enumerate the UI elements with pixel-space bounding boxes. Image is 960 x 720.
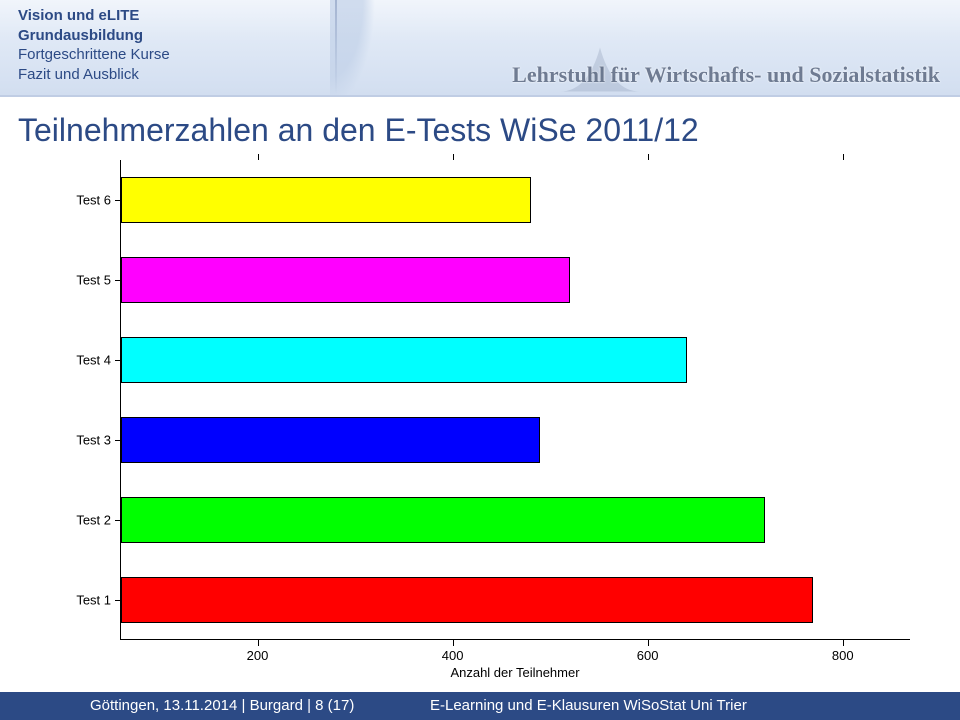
page-title: Teilnehmerzahlen an den E-Tests WiSe 201… bbox=[18, 112, 699, 149]
nav-list: Vision und eLITEGrundausbildungFortgesch… bbox=[18, 6, 170, 84]
y-category-label: Test 1 bbox=[61, 593, 111, 608]
x-tick bbox=[843, 640, 844, 646]
chair-label: Lehrstuhl für Wirtschafts- und Sozialsta… bbox=[512, 62, 940, 88]
footer-bar: Göttingen, 13.11.2014 | Burgard | 8 (17)… bbox=[0, 692, 960, 720]
x-tick bbox=[258, 640, 259, 646]
x-tick-label: 800 bbox=[832, 648, 854, 663]
top-banner: Vision und eLITEGrundausbildungFortgesch… bbox=[0, 0, 960, 97]
nav-item: Vision und eLITE bbox=[18, 6, 170, 26]
bar bbox=[121, 177, 531, 223]
footer-left: Göttingen, 13.11.2014 | Burgard | 8 (17) bbox=[90, 692, 354, 720]
bar bbox=[121, 337, 687, 383]
bar bbox=[121, 257, 570, 303]
x-tick-top bbox=[843, 154, 844, 160]
y-category-label: Test 4 bbox=[61, 353, 111, 368]
banner-divider bbox=[335, 0, 337, 95]
x-tick bbox=[648, 640, 649, 646]
y-category-label: Test 3 bbox=[61, 433, 111, 448]
x-tick bbox=[453, 640, 454, 646]
footer-right: E-Learning und E-Klausuren WiSoStat Uni … bbox=[430, 692, 747, 720]
x-tick-label: 200 bbox=[247, 648, 269, 663]
nav-item: Fazit und Ausblick bbox=[18, 65, 170, 85]
x-tick-top bbox=[453, 154, 454, 160]
y-category-label: Test 2 bbox=[61, 513, 111, 528]
x-tick-label: 600 bbox=[637, 648, 659, 663]
x-tick-top bbox=[648, 154, 649, 160]
banner-curve bbox=[330, 0, 390, 95]
nav-item: Grundausbildung bbox=[18, 26, 170, 46]
bar bbox=[121, 577, 813, 623]
bar bbox=[121, 497, 765, 543]
bar-chart: 200400600800Test 6Test 5Test 4Test 3Test… bbox=[120, 160, 910, 670]
y-category-label: Test 6 bbox=[61, 193, 111, 208]
nav-item: Fortgeschrittene Kurse bbox=[18, 45, 170, 65]
x-axis-label: Anzahl der Teilnehmer bbox=[120, 665, 910, 680]
x-tick-label: 400 bbox=[442, 648, 464, 663]
x-tick-top bbox=[258, 154, 259, 160]
bar bbox=[121, 417, 540, 463]
plot-area: 200400600800Test 6Test 5Test 4Test 3Test… bbox=[120, 160, 910, 640]
y-category-label: Test 5 bbox=[61, 273, 111, 288]
